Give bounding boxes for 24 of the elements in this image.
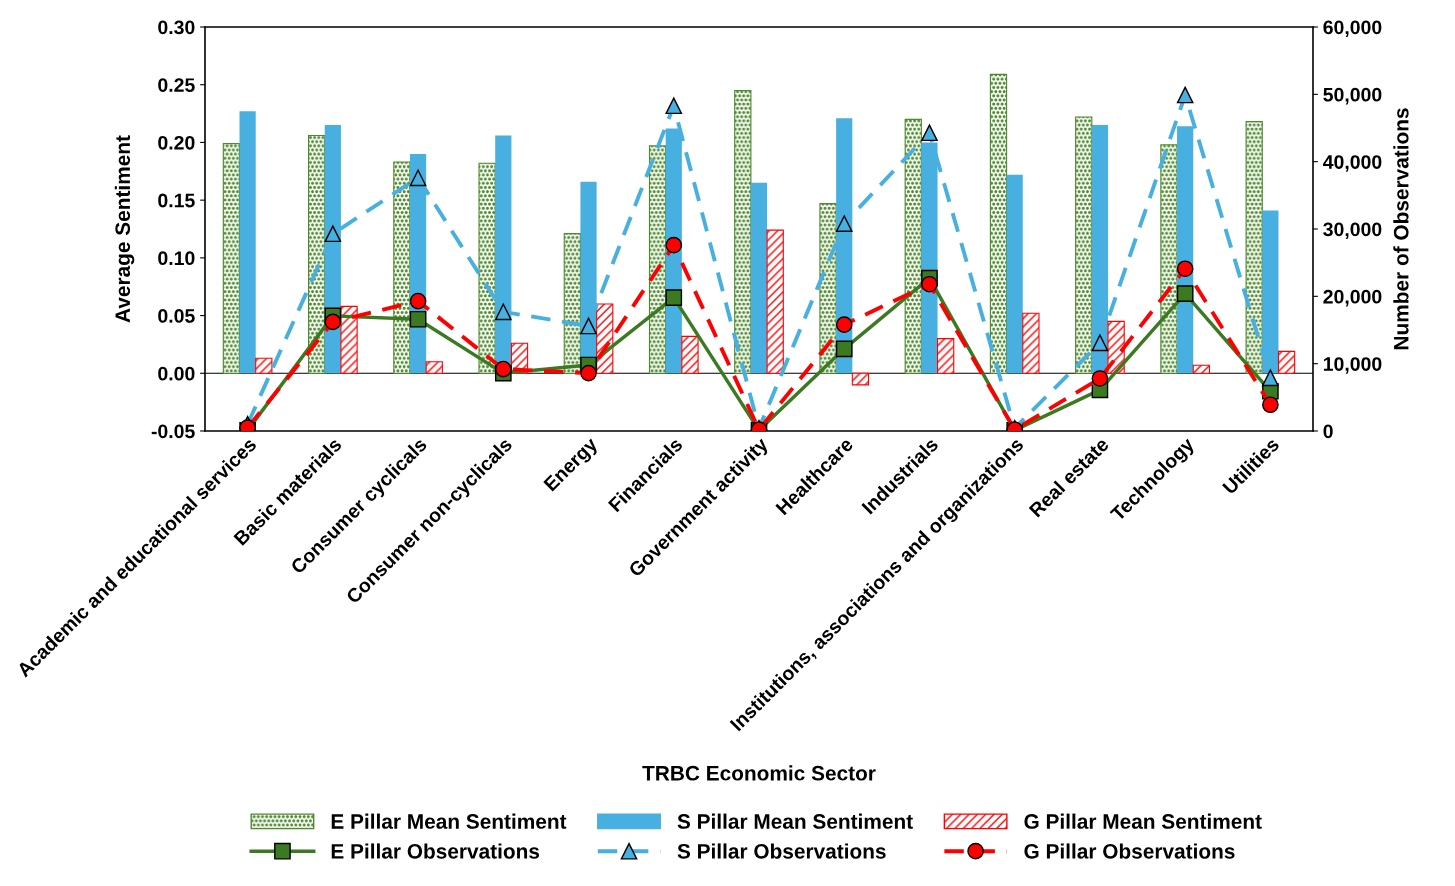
y-tick-label: 0.30 xyxy=(158,20,195,35)
y-tick-label: -0.05 xyxy=(151,424,195,439)
legend-label: G Pillar Observations xyxy=(1024,843,1235,859)
x-axis-title: TRBC Economic Sector xyxy=(642,765,876,781)
y2-axis-title: Number of Observations xyxy=(1393,108,1409,350)
legend-label: E Pillar Observations xyxy=(331,843,540,859)
y-tick-label: 0.00 xyxy=(158,366,195,381)
y-tick-label: 0.20 xyxy=(158,135,195,150)
y-tick-label: 0.25 xyxy=(158,78,195,92)
y-tick-label: 0.15 xyxy=(158,193,195,208)
y-axis-title: Average Sentiment xyxy=(114,135,135,323)
y2-tick-label: 0 xyxy=(1323,424,1333,439)
y2-tick-label: 10,000 xyxy=(1323,357,1382,374)
y2-tick-label: 50,000 xyxy=(1323,87,1382,105)
y-tick-label: 0.10 xyxy=(158,251,195,266)
legend-label: E Pillar Mean Sentiment xyxy=(331,813,567,829)
legend-label: S Pillar Mean Sentiment xyxy=(677,813,913,829)
y-tick-label: 0.05 xyxy=(158,309,195,323)
legend-label: G Pillar Mean Sentiment xyxy=(1024,813,1262,829)
y2-tick-label: 20,000 xyxy=(1323,289,1382,307)
y2-tick-label: 60,000 xyxy=(1323,20,1382,38)
legend-label: S Pillar Observations xyxy=(677,843,886,859)
y2-tick-label: 30,000 xyxy=(1323,222,1382,240)
y2-tick-label: 40,000 xyxy=(1323,155,1382,172)
